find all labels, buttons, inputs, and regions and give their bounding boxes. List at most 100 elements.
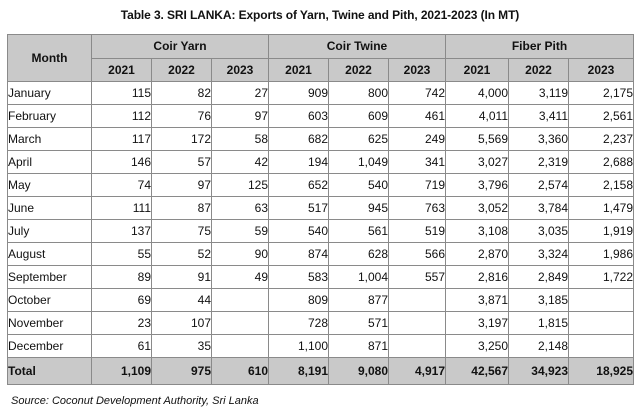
year-header: 2022 [151, 58, 212, 82]
value-cell: 42 [211, 150, 269, 174]
value-cell: 3,784 [508, 196, 569, 220]
month-cell: August [7, 242, 92, 266]
value-cell: 69 [91, 288, 152, 312]
value-cell: 652 [268, 173, 329, 197]
value-cell: 682 [268, 127, 329, 151]
table-row: May 74 97 125 652 540 719 3,796 2,574 2,158 [7, 173, 634, 197]
total-label: Total [7, 357, 92, 385]
value-cell: 35 [151, 334, 212, 358]
value-cell [388, 311, 446, 335]
value-cell: 583 [268, 265, 329, 289]
value-cell: 909 [268, 81, 329, 105]
source-note: Source: Coconut Development Authority, S… [11, 395, 259, 407]
value-cell: 517 [268, 196, 329, 220]
value-cell: 76 [151, 104, 212, 128]
value-cell: 2,175 [568, 81, 634, 105]
value-cell: 57 [151, 150, 212, 174]
table-row: December 61 35 1,100 871 3,250 2,148 [7, 334, 634, 358]
month-cell: June [7, 196, 92, 220]
value-cell: 2,688 [568, 150, 634, 174]
value-cell [388, 334, 446, 358]
total-cell: 1,109 [91, 357, 152, 385]
value-cell: 82 [151, 81, 212, 105]
value-cell [211, 288, 269, 312]
value-cell: 59 [211, 219, 269, 243]
value-cell: 3,796 [445, 173, 509, 197]
value-cell: 3,108 [445, 219, 509, 243]
month-cell: September [7, 265, 92, 289]
value-cell: 2,319 [508, 150, 569, 174]
value-cell: 1,479 [568, 196, 634, 220]
value-cell: 3,185 [508, 288, 569, 312]
value-cell: 117 [91, 127, 152, 151]
value-cell [568, 334, 634, 358]
group-header-coir-twine: Coir Twine [268, 34, 446, 59]
value-cell: 571 [328, 311, 389, 335]
value-cell [568, 288, 634, 312]
value-cell: 44 [151, 288, 212, 312]
value-cell [211, 334, 269, 358]
month-cell: February [7, 104, 92, 128]
value-cell [568, 311, 634, 335]
total-cell: 610 [211, 357, 269, 385]
exports-table: Month Coir Yarn Coir Twine Fiber Pith 20… [7, 34, 634, 385]
value-cell: 2,574 [508, 173, 569, 197]
value-cell [388, 288, 446, 312]
value-cell: 97 [211, 104, 269, 128]
value-cell: 5,569 [445, 127, 509, 151]
value-cell: 75 [151, 219, 212, 243]
value-cell: 1,986 [568, 242, 634, 266]
value-cell: 628 [328, 242, 389, 266]
table-body: January 115 82 27 909 800 742 4,000 3,119 2,175 Fe… [7, 81, 634, 358]
value-cell: 172 [151, 127, 212, 151]
value-cell: 58 [211, 127, 269, 151]
value-cell: 742 [388, 81, 446, 105]
value-cell: 3,360 [508, 127, 569, 151]
year-header: 2022 [508, 58, 569, 82]
value-cell: 23 [91, 311, 152, 335]
table-row: April 146 57 42 194 1,049 341 3,027 2,319 2,688 [7, 150, 634, 174]
total-cell: 975 [151, 357, 212, 385]
month-cell: March [7, 127, 92, 151]
month-cell: December [7, 334, 92, 358]
table-row: August 55 52 90 874 628 566 2,870 3,324 1,986 [7, 242, 634, 266]
year-header: 2022 [328, 58, 389, 82]
value-cell: 540 [328, 173, 389, 197]
value-cell: 249 [388, 127, 446, 151]
value-cell: 125 [211, 173, 269, 197]
value-cell: 111 [91, 196, 152, 220]
value-cell: 2,870 [445, 242, 509, 266]
value-cell: 566 [388, 242, 446, 266]
value-cell: 3,250 [445, 334, 509, 358]
value-cell: 1,049 [328, 150, 389, 174]
group-header-coir-yarn: Coir Yarn [91, 34, 269, 59]
value-cell: 3,027 [445, 150, 509, 174]
table-row: November 23 107 728 571 3,197 1,815 [7, 311, 634, 335]
value-cell: 874 [268, 242, 329, 266]
value-cell: 27 [211, 81, 269, 105]
value-cell: 2,158 [568, 173, 634, 197]
table-row: June 111 87 63 517 945 763 3,052 3,784 1,479 [7, 196, 634, 220]
value-cell: 945 [328, 196, 389, 220]
value-cell: 871 [328, 334, 389, 358]
value-cell: 61 [91, 334, 152, 358]
value-cell: 115 [91, 81, 152, 105]
value-cell: 763 [388, 196, 446, 220]
total-cell: 18,925 [568, 357, 634, 385]
value-cell: 2,849 [508, 265, 569, 289]
total-cell: 4,917 [388, 357, 446, 385]
year-header: 2023 [568, 58, 634, 82]
value-cell: 52 [151, 242, 212, 266]
value-cell: 809 [268, 288, 329, 312]
value-cell: 1,004 [328, 265, 389, 289]
year-header: 2021 [91, 58, 152, 82]
value-cell: 49 [211, 265, 269, 289]
value-cell: 800 [328, 81, 389, 105]
value-cell: 519 [388, 219, 446, 243]
total-cell: 9,080 [328, 357, 389, 385]
value-cell: 1,815 [508, 311, 569, 335]
value-cell: 609 [328, 104, 389, 128]
value-cell: 557 [388, 265, 446, 289]
table-row: January 115 82 27 909 800 742 4,000 3,119 2,175 [7, 81, 634, 105]
value-cell: 719 [388, 173, 446, 197]
